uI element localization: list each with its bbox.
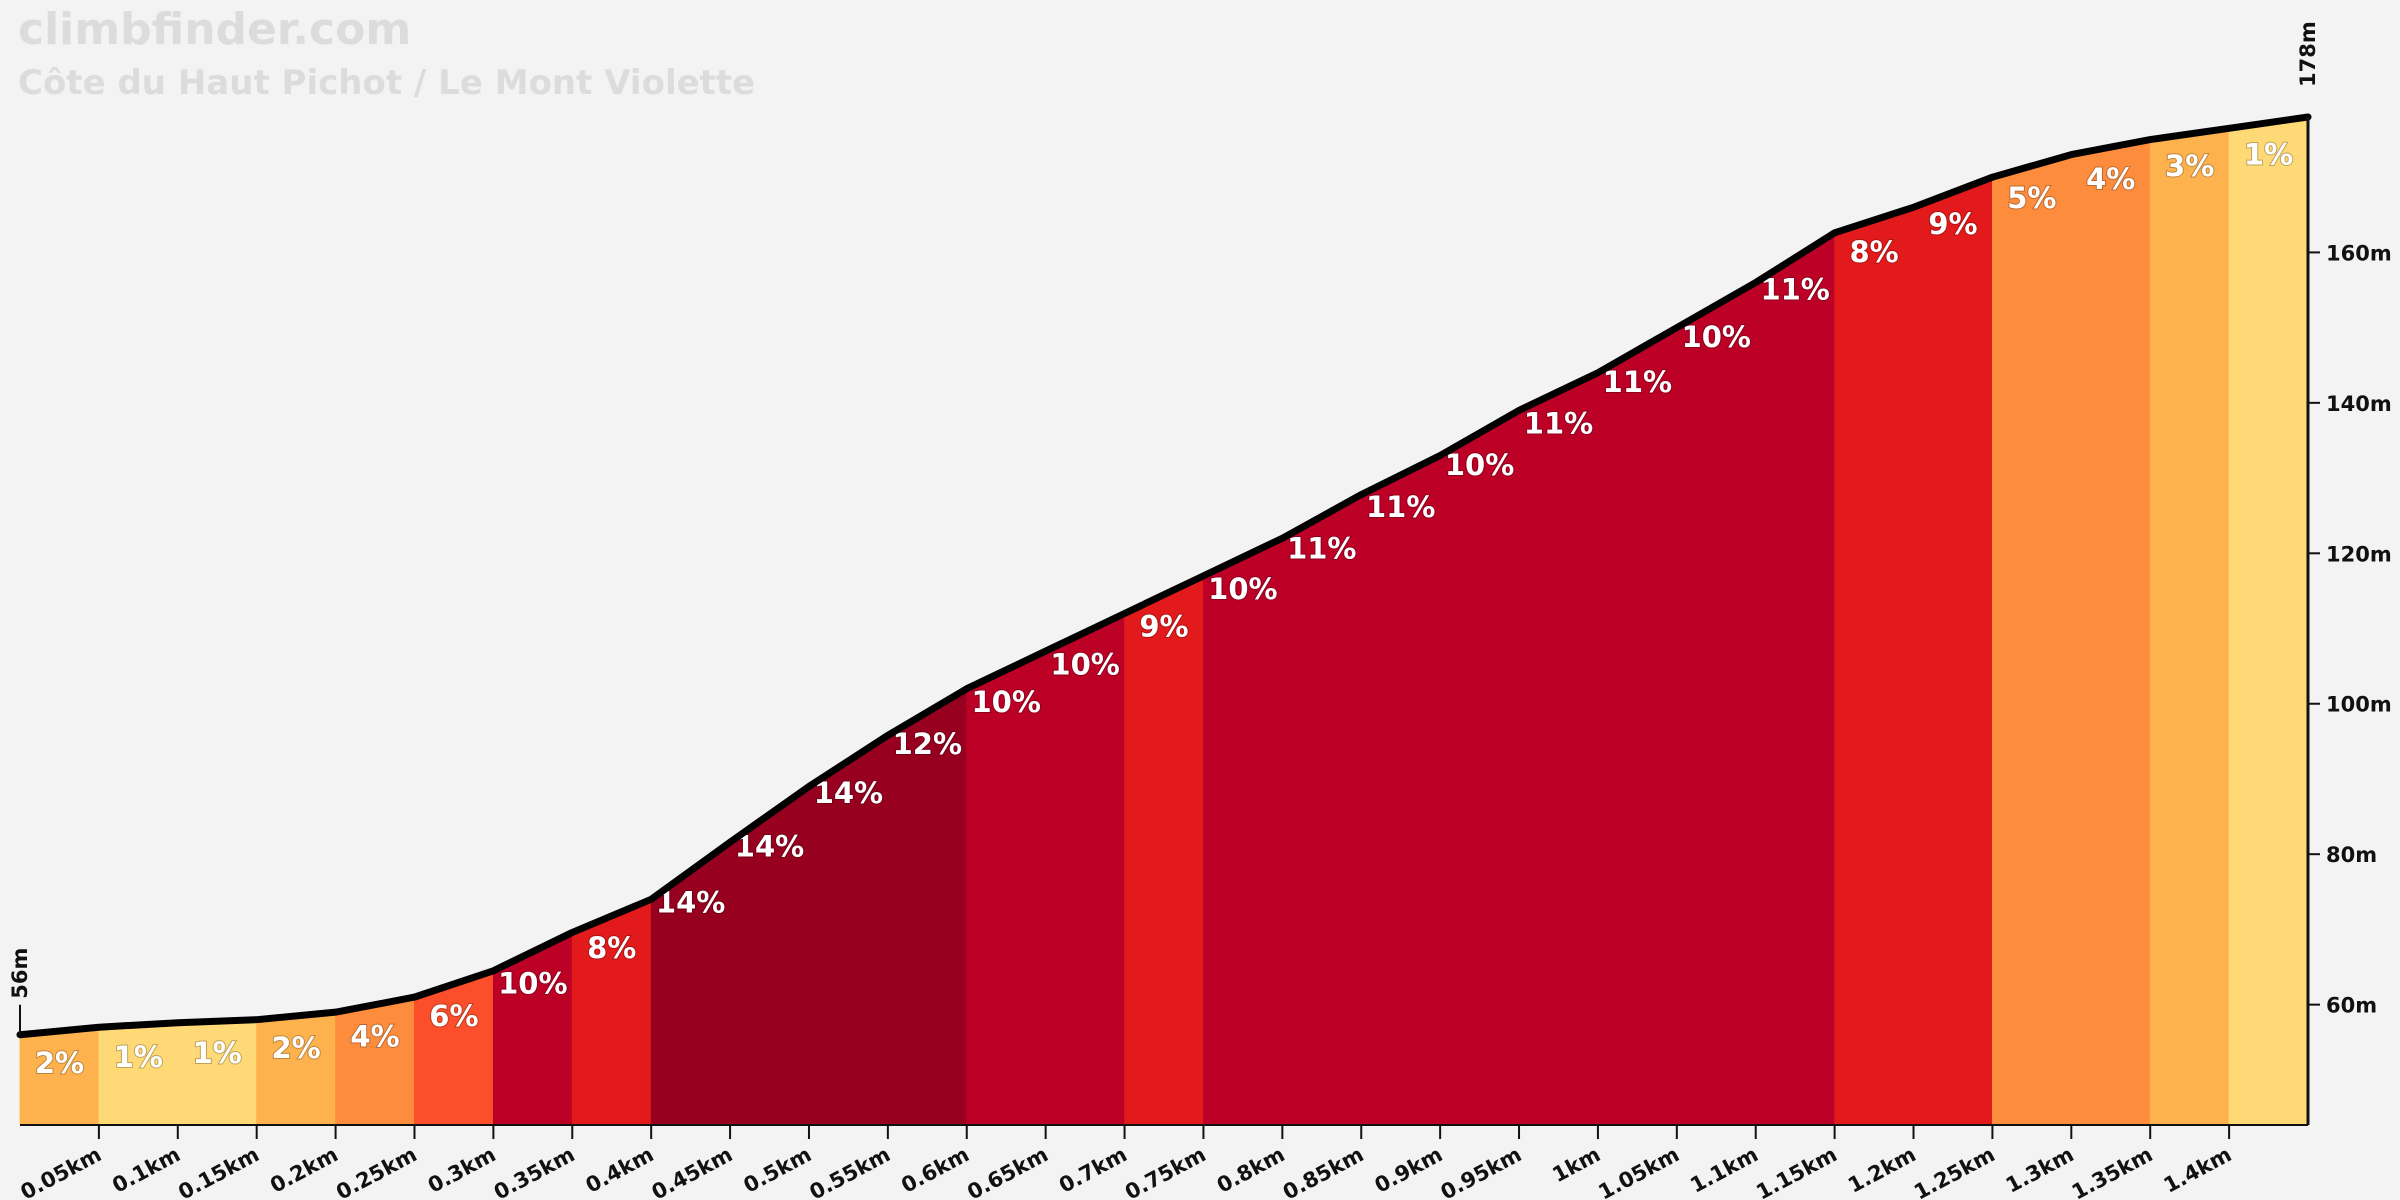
grade-segment bbox=[1360, 454, 1441, 1126]
x-tick-label: 0.45km bbox=[648, 1142, 737, 1200]
x-tick-label: 0.2km bbox=[266, 1142, 342, 1197]
grade-label: 11% bbox=[1760, 273, 1829, 307]
grade-segment bbox=[1676, 281, 1757, 1126]
grade-label: 2% bbox=[35, 1046, 84, 1080]
grade-label: 5% bbox=[2007, 181, 2056, 215]
grade-segment bbox=[1755, 232, 1836, 1126]
x-tick-label: 1km bbox=[1548, 1142, 1604, 1187]
grade-segment bbox=[1439, 409, 1520, 1126]
x-tick-label: 1.15km bbox=[1752, 1142, 1841, 1200]
grade-label: 2% bbox=[272, 1031, 321, 1065]
grade-label: 8% bbox=[1849, 235, 1898, 269]
grade-label: 1% bbox=[193, 1036, 242, 1070]
grade-label: 10% bbox=[498, 967, 567, 1001]
x-tick-label: 0.5km bbox=[740, 1142, 816, 1197]
y-tick-label: 140m bbox=[2326, 392, 2392, 416]
grade-label: 4% bbox=[2086, 162, 2135, 196]
x-tick-label: 0.75km bbox=[1121, 1142, 1210, 1200]
grade-label: 11% bbox=[1287, 531, 1356, 565]
x-tick-label: 1.25km bbox=[1910, 1142, 1999, 1200]
grade-segment bbox=[256, 1011, 336, 1126]
grade-label: 10% bbox=[1445, 448, 1514, 482]
x-tick-label: 0.3km bbox=[424, 1142, 500, 1197]
grade-label: 8% bbox=[587, 931, 636, 965]
chart-title: climbfinder.com bbox=[18, 4, 411, 55]
grade-segment bbox=[1124, 575, 1204, 1126]
grade-segment bbox=[1281, 493, 1362, 1126]
x-tick-label: 1.05km bbox=[1594, 1142, 1683, 1200]
grade-label: 9% bbox=[1139, 610, 1188, 644]
x-tick-label: 0.6km bbox=[897, 1142, 973, 1197]
x-tick-label: 0.55km bbox=[806, 1142, 895, 1200]
grade-segment bbox=[2228, 116, 2309, 1126]
grade-label: 10% bbox=[1682, 320, 1751, 354]
x-tick-label: 1.1km bbox=[1686, 1142, 1762, 1197]
x-tick-label: 0.05km bbox=[17, 1142, 106, 1200]
x-tick-label: 0.85km bbox=[1279, 1142, 1368, 1200]
y-tick-label: 80m bbox=[2326, 843, 2377, 867]
grade-segment bbox=[1045, 612, 1125, 1126]
chart-subtitle: Côte du Haut Pichot / Le Mont Violette bbox=[18, 63, 755, 103]
grade-segment bbox=[2149, 127, 2230, 1126]
x-tick-label: 0.25km bbox=[332, 1142, 421, 1200]
grade-segment bbox=[1203, 537, 1283, 1126]
grade-segment bbox=[1834, 206, 1914, 1126]
x-tick-label: 0.4km bbox=[582, 1142, 658, 1197]
end-label: 178m bbox=[2296, 21, 2320, 87]
grade-label: 11% bbox=[1603, 365, 1672, 399]
start-label: 56m bbox=[8, 948, 32, 999]
grade-label: 10% bbox=[1208, 572, 1277, 606]
grade-label: 3% bbox=[2165, 149, 2214, 183]
grade-segment bbox=[335, 996, 415, 1126]
profile-line bbox=[16, 113, 2312, 1039]
grade-label: 9% bbox=[1928, 207, 1977, 241]
x-tick-label: 0.15km bbox=[174, 1142, 263, 1200]
grade-segment bbox=[2070, 139, 2151, 1126]
x-tick-label: 0.65km bbox=[963, 1142, 1052, 1200]
grade-label: 11% bbox=[1524, 407, 1593, 441]
x-tick-label: 0.7km bbox=[1055, 1142, 1131, 1197]
x-tick-label: 0.9km bbox=[1371, 1142, 1447, 1197]
grade-label: 14% bbox=[814, 776, 883, 810]
grade-segment bbox=[650, 841, 731, 1126]
x-tick-label: 1.35km bbox=[2068, 1142, 2157, 1200]
grade-label: 1% bbox=[2244, 138, 2293, 172]
grade-label: 10% bbox=[971, 685, 1040, 719]
x-tick-label: 1.2km bbox=[1844, 1142, 1920, 1197]
x-tick-label: 0.8km bbox=[1213, 1142, 1289, 1197]
y-tick-label: 120m bbox=[2326, 542, 2392, 566]
grade-segment bbox=[1913, 176, 1993, 1126]
grade-label: 1% bbox=[114, 1040, 163, 1074]
grade-segment bbox=[1992, 154, 2072, 1126]
y-tick-label: 60m bbox=[2326, 994, 2377, 1018]
grade-label: 11% bbox=[1366, 490, 1435, 524]
grade-segment bbox=[1518, 372, 1599, 1126]
grade-segment bbox=[1597, 326, 1678, 1126]
grade-label: 4% bbox=[350, 1020, 399, 1054]
x-tick-label: 0.95km bbox=[1437, 1142, 1526, 1200]
y-tick-label: 100m bbox=[2326, 693, 2392, 717]
x-tick-label: 1.3km bbox=[2002, 1142, 2078, 1197]
grade-label: 6% bbox=[429, 999, 478, 1033]
x-tick-label: 0.1km bbox=[108, 1142, 184, 1197]
x-tick-label: 0.35km bbox=[490, 1142, 579, 1200]
grade-segment bbox=[966, 650, 1047, 1126]
y-tick-label: 160m bbox=[2326, 241, 2392, 265]
x-tick-label: 1.4km bbox=[2160, 1142, 2236, 1197]
grade-label: 12% bbox=[893, 727, 962, 761]
grade-label: 10% bbox=[1050, 647, 1119, 681]
